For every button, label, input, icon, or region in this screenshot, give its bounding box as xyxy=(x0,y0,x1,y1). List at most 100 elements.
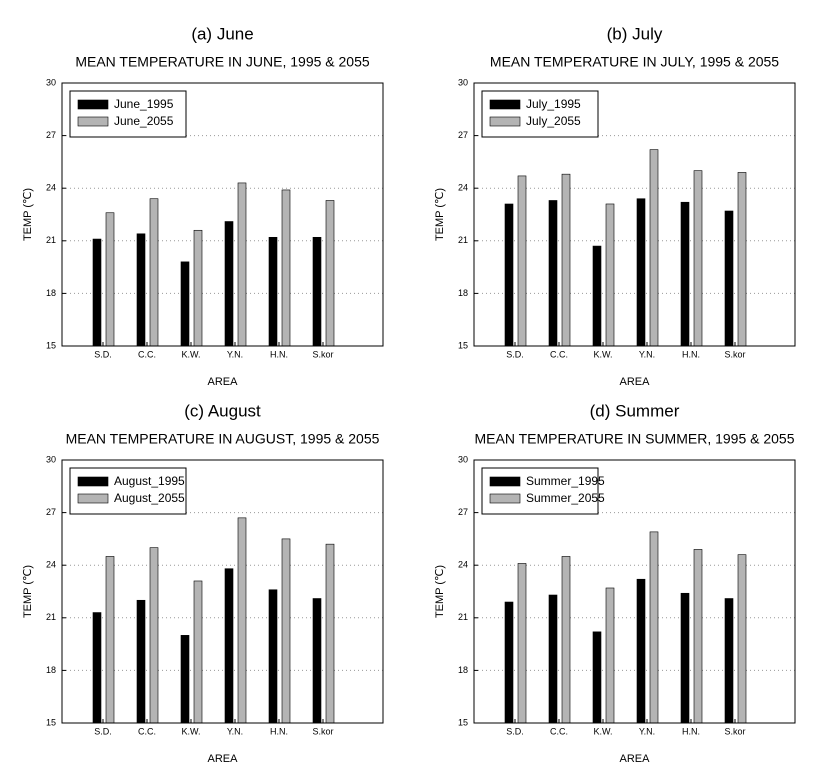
bar xyxy=(561,173,571,347)
legend-label: June_1995 xyxy=(114,97,174,111)
bar xyxy=(649,149,659,347)
y-tick-label: 15 xyxy=(46,340,56,350)
bar xyxy=(693,170,703,347)
y-tick-label: 21 xyxy=(46,612,56,622)
y-tick-label: 24 xyxy=(46,183,56,193)
y-axis-label: TEMP (℃) xyxy=(434,565,446,618)
legend-box xyxy=(69,467,187,515)
x-tick-label: Y.N. xyxy=(639,726,655,736)
bar xyxy=(548,594,558,724)
plot-frame xyxy=(61,459,384,724)
y-axis-label: TEMP (℃) xyxy=(22,188,34,241)
x-tick-label: H.N. xyxy=(682,726,700,736)
bar xyxy=(92,238,102,347)
bar xyxy=(649,531,659,724)
caption: (b) July xyxy=(607,24,663,43)
bar xyxy=(105,556,115,724)
x-tick-label: S.kor xyxy=(724,726,745,736)
bar xyxy=(680,592,690,724)
bar xyxy=(268,236,278,347)
legend-box xyxy=(69,90,187,138)
x-tick-label: S.kor xyxy=(724,349,745,359)
plot-frame xyxy=(473,459,796,724)
x-tick-label: K.W. xyxy=(593,349,612,359)
y-tick-label: 15 xyxy=(46,717,56,727)
bar xyxy=(92,612,102,724)
legend-swatch xyxy=(77,493,109,504)
y-tick-label: 18 xyxy=(458,288,468,298)
chart-title: MEAN TEMPERATURE IN JUNE, 1995 & 2055 xyxy=(75,54,370,70)
bar xyxy=(224,221,234,347)
y-tick-label: 21 xyxy=(458,612,468,622)
bar xyxy=(136,599,146,724)
legend-swatch xyxy=(489,476,521,487)
bar xyxy=(237,517,247,724)
plot-frame xyxy=(473,82,796,347)
legend-label: July_2055 xyxy=(526,114,581,128)
x-tick-label: S.D. xyxy=(506,349,524,359)
y-tick-label: 27 xyxy=(458,507,468,517)
bar xyxy=(693,549,703,724)
x-tick-label: S.D. xyxy=(506,726,524,736)
x-tick-label: S.kor xyxy=(312,726,333,736)
legend-box xyxy=(481,90,599,138)
bar xyxy=(149,547,159,724)
legend-label: July_1995 xyxy=(526,97,581,111)
x-tick-label: K.W. xyxy=(593,726,612,736)
y-tick-label: 24 xyxy=(458,183,468,193)
x-tick-label: H.N. xyxy=(270,349,288,359)
bar xyxy=(193,580,203,724)
panel: (a) June MEAN TEMPERATURE IN JUNE, 1995 &… xyxy=(22,24,384,388)
chart-title: MEAN TEMPERATURE IN AUGUST, 1995 & 2055 xyxy=(66,431,380,447)
bar xyxy=(268,589,278,724)
x-tick-label: C.C. xyxy=(138,726,156,736)
y-tick-label: 27 xyxy=(46,507,56,517)
bar xyxy=(224,568,234,724)
caption: (c) August xyxy=(184,401,261,420)
y-tick-label: 18 xyxy=(46,288,56,298)
legend-label: June_2055 xyxy=(114,114,174,128)
bar xyxy=(504,601,514,724)
bar xyxy=(517,563,527,724)
bar xyxy=(548,200,558,347)
x-tick-label: S.D. xyxy=(94,726,112,736)
bar xyxy=(592,245,602,347)
legend-swatch xyxy=(77,476,109,487)
bar xyxy=(737,172,747,347)
legend-swatch xyxy=(77,99,109,110)
panel: (c) August MEAN TEMPERATURE IN AUGUST, 19… xyxy=(22,401,384,765)
x-tick-label: H.N. xyxy=(270,726,288,736)
bar xyxy=(312,236,322,347)
y-tick-label: 18 xyxy=(458,665,468,675)
bar xyxy=(237,182,247,347)
legend-label: August_2055 xyxy=(114,491,185,505)
caption: (a) June xyxy=(191,24,253,43)
bar xyxy=(193,229,203,347)
y-tick-label: 30 xyxy=(458,77,468,87)
chart-title: MEAN TEMPERATURE IN SUMMER, 1995 & 2055 xyxy=(474,431,794,447)
bar xyxy=(325,543,335,724)
bar xyxy=(180,261,190,347)
bar xyxy=(605,587,615,724)
bar xyxy=(737,554,747,724)
bar xyxy=(636,198,646,347)
y-axis-label: TEMP (℃) xyxy=(434,188,446,241)
x-tick-label: K.W. xyxy=(181,349,200,359)
caption: (d) Summer xyxy=(590,401,680,420)
y-tick-label: 21 xyxy=(46,235,56,245)
x-tick-label: Y.N. xyxy=(227,726,243,736)
legend-swatch xyxy=(489,116,521,127)
bar xyxy=(325,200,335,347)
bar xyxy=(312,598,322,724)
legend-box xyxy=(481,467,599,515)
y-tick-label: 18 xyxy=(46,665,56,675)
y-tick-label: 15 xyxy=(458,717,468,727)
bar xyxy=(504,203,514,347)
plot-frame xyxy=(61,82,384,347)
bar xyxy=(592,631,602,724)
legend-swatch xyxy=(489,493,521,504)
x-tick-label: C.C. xyxy=(550,726,568,736)
y-tick-label: 27 xyxy=(458,130,468,140)
legend-label: Summer_2055 xyxy=(526,491,605,505)
